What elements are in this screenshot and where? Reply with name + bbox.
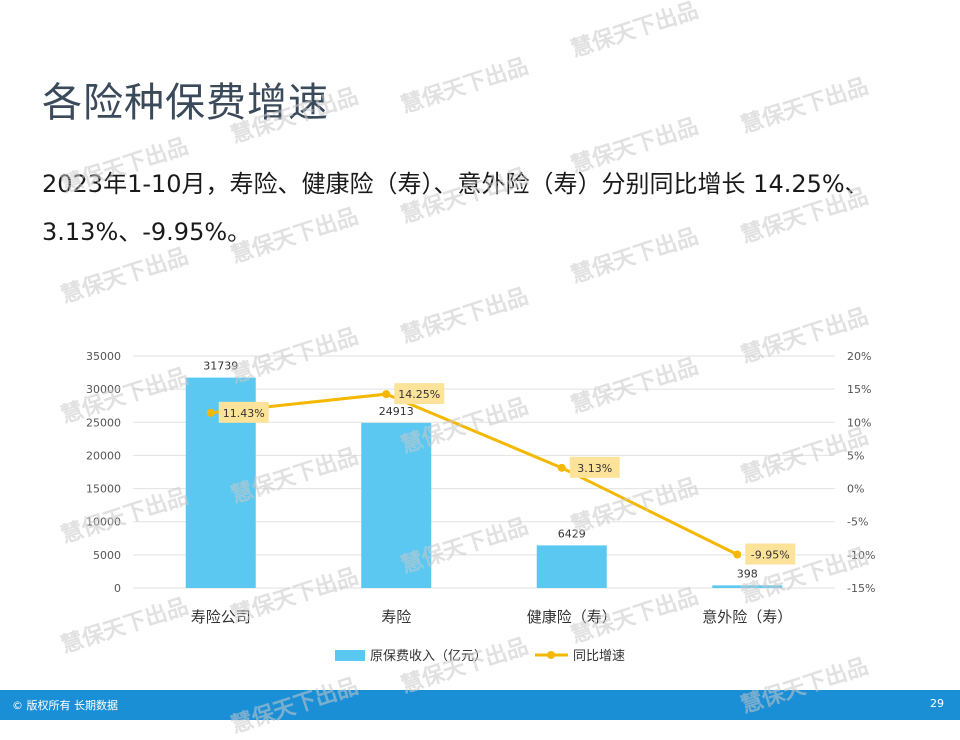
line-label-box	[218, 401, 269, 423]
line-point	[733, 550, 742, 559]
line-data-label: 11.43%	[223, 407, 265, 420]
page-title: 各险种保费增速	[42, 80, 329, 126]
line-data-label: -9.95%	[751, 549, 790, 562]
line-label-box	[569, 456, 620, 478]
line-point	[557, 463, 566, 472]
page-number: 29	[930, 697, 944, 710]
legend-swatch-marker	[547, 651, 555, 659]
y-right-tick-label: -5%	[847, 516, 868, 529]
watermark-text: 慧保天下出品	[568, 0, 702, 63]
watermark-text: 慧保天下出品	[738, 74, 872, 139]
bar-data-label: 31739	[203, 360, 238, 373]
y-right-tick-label: -15%	[847, 582, 875, 595]
legend-swatch-bar	[335, 650, 365, 661]
y-right-tick-label: 20%	[847, 350, 871, 363]
y-left-tick-label: 5000	[93, 549, 121, 562]
bar	[712, 585, 783, 588]
footer-bar: © 版权所有 长期数据 29	[0, 690, 960, 720]
growth-line	[210, 392, 738, 556]
line-data-label: 3.13%	[577, 462, 612, 475]
bar-series: 31739 24913 6429 398	[185, 360, 783, 588]
line-point	[206, 408, 215, 417]
line-data-label: 14.25%	[398, 388, 440, 401]
y-right-tick-label: 5%	[847, 449, 864, 462]
bar-data-label: 6429	[558, 527, 586, 540]
y-left-tick-label: 20000	[86, 449, 121, 462]
y-right-tick-label: 0%	[847, 483, 864, 496]
y-right-tick-label: 15%	[847, 383, 871, 396]
axis-labels: 0 5000 10000 15000 20000 25000 30000 35000 -15% -…	[86, 350, 875, 626]
x-category-label: 寿险公司	[191, 608, 251, 626]
line-label-box	[394, 383, 445, 405]
bar	[536, 545, 607, 588]
y-left-tick-label: 25000	[86, 416, 121, 429]
bar-data-label: 398	[737, 567, 758, 580]
legend: 原保费收入（亿元） 同比增速	[335, 649, 625, 664]
y-left-tick-label: 10000	[86, 516, 121, 529]
line-label-box	[745, 543, 796, 565]
y-left-tick-label: 15000	[86, 483, 121, 496]
legend-label-line: 同比增速	[573, 649, 625, 664]
bar-data-label: 24913	[379, 405, 414, 418]
y-right-tick-label: -10%	[847, 549, 875, 562]
y-right-tick-label: 10%	[847, 416, 871, 429]
line-series: 11.43% 14.25% 3.13% -9.95%	[206, 383, 796, 565]
bar	[361, 422, 432, 588]
y-left-tick-label: 35000	[86, 350, 121, 363]
premium-growth-chart: 31739 24913 6429 398 11.43% 14.25% 3.13% -9.95…	[86, 350, 875, 664]
x-category-label: 健康险（寿）	[527, 608, 617, 626]
y-left-tick-label: 30000	[86, 383, 121, 396]
summary-text: 2023年1-10月，寿险、健康险（寿）、意外险（寿）分别同比增长 14.25%…	[42, 170, 869, 246]
x-category-label: 寿险	[381, 608, 411, 626]
x-category-label: 意外险（寿）	[702, 608, 792, 626]
y-left-tick-label: 0	[114, 582, 121, 595]
watermark-text: 慧保天下出品	[398, 54, 532, 119]
copyright-text: © 版权所有 长期数据	[12, 699, 118, 712]
legend-label-bar: 原保费收入（亿元）	[370, 649, 487, 664]
line-point	[382, 390, 391, 399]
